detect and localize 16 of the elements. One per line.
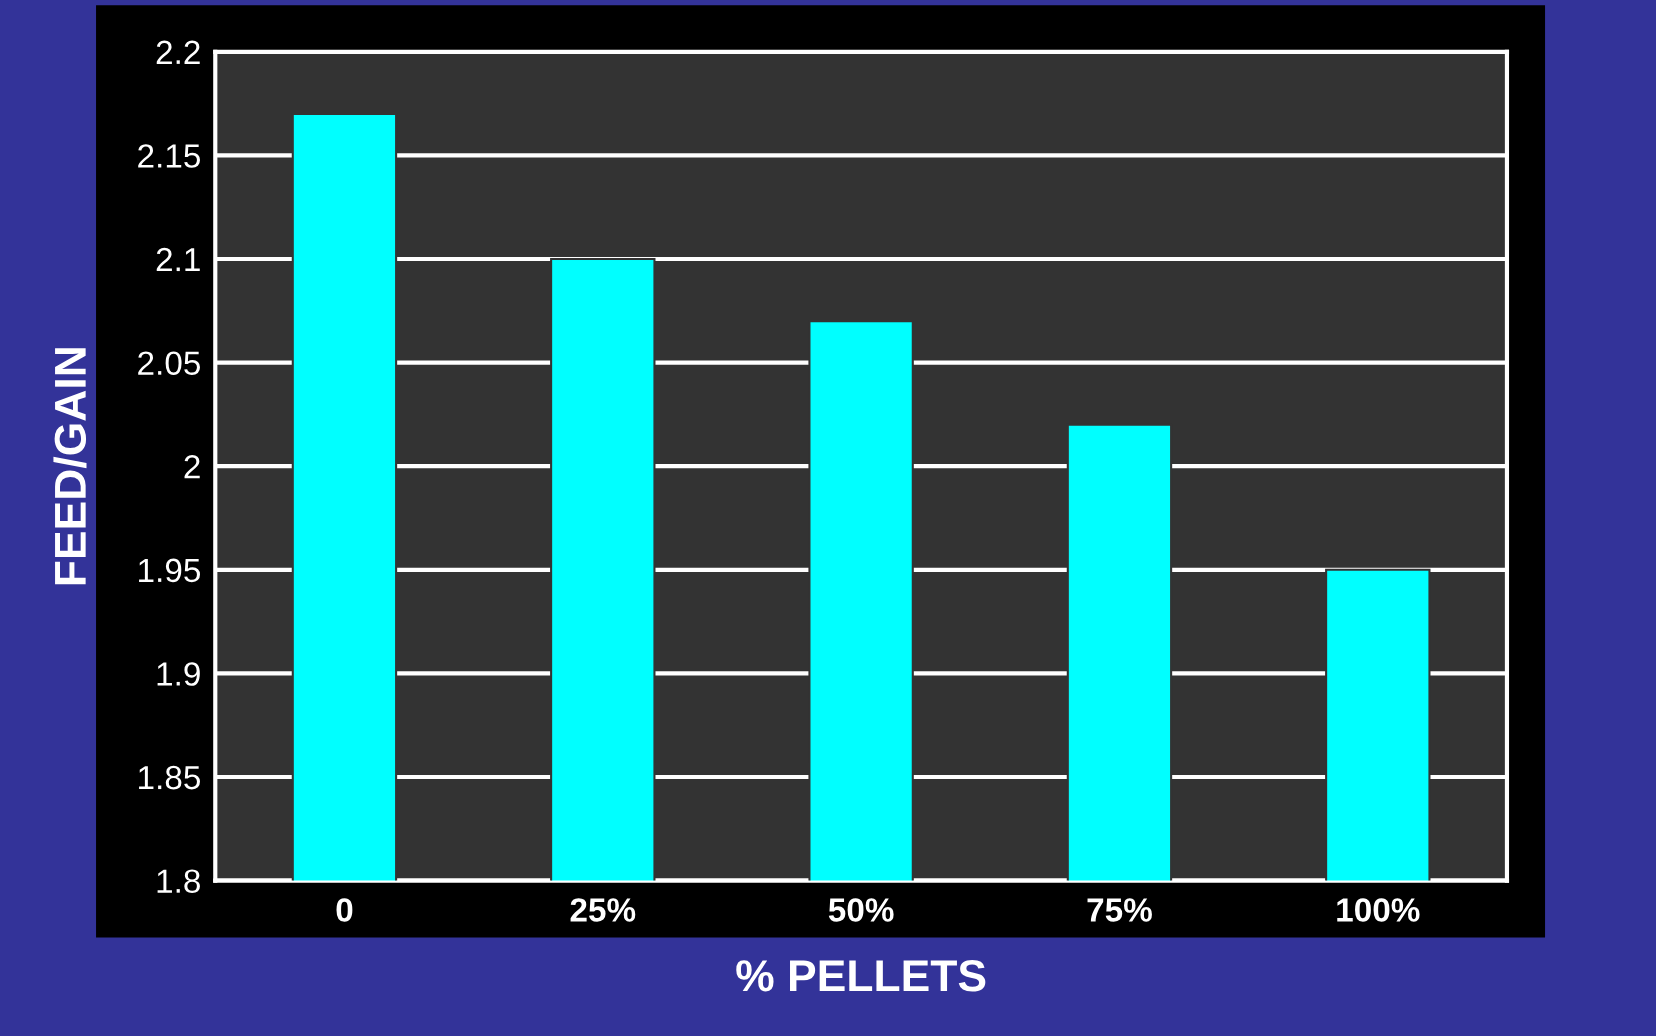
y-tick-label: 2.15 [138,144,200,168]
x-tick-label: 100% [1337,898,1420,922]
y-tick-label: 2.05 [138,351,200,376]
x-tick-label: 25% [570,898,636,922]
x-tick-label: 50% [828,898,894,922]
y-tick-label: 2.1 [156,247,200,272]
y-tick-label: 1.95 [139,558,200,583]
y-axis-title: FEED/GAIN [53,348,87,585]
x-axis-title: % PELLETS [736,960,986,992]
x-tick-label: 0 [336,898,353,922]
y-tick-label: 1.9 [157,662,200,686]
y-tick-label: 1.8 [157,869,200,894]
y-tick-label: 1.85 [139,765,200,790]
x-tick-label: 75% [1087,898,1152,922]
y-tick-label: 2 [184,455,200,479]
y-tick-label: 2.2 [156,40,200,64]
